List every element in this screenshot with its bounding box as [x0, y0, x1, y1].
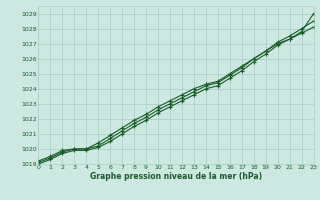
X-axis label: Graphe pression niveau de la mer (hPa): Graphe pression niveau de la mer (hPa): [90, 172, 262, 181]
